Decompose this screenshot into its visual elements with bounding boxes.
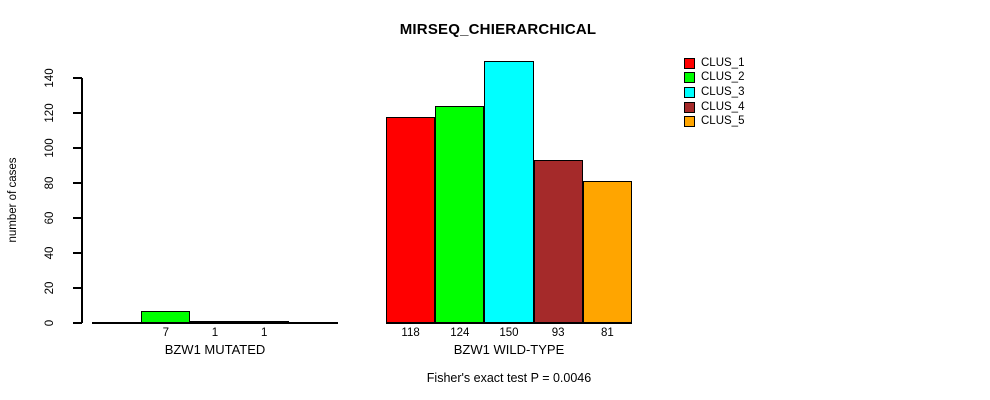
y-tick-label: 20 [44,281,56,295]
group-axis-label-wildtype: BZW1 WILD-TYPE [453,342,565,357]
bar-value-label: 118 [401,327,420,339]
chart-title: MIRSEQ_CHIERARCHICAL [399,21,597,38]
legend-entry: CLUS_4 [684,100,744,115]
bar-value-label: 93 [551,327,565,339]
bar-value-label: 1 [260,327,268,339]
y-tick-mark [73,287,82,289]
bar-value-label: 150 [499,327,519,339]
legend-entry-label: CLUS_4 [701,100,745,113]
bar-clus_3 [190,321,240,324]
bar-clus_2 [435,106,485,323]
legend-entry: CLUS_3 [684,85,744,100]
legend-swatch-clus_3 [684,86,695,98]
y-tick-mark [73,182,82,184]
y-tick-mark [73,77,82,79]
bar-clus_4 [239,321,289,324]
legend-swatch-clus_5 [684,116,695,128]
legend-entry: CLUS_2 [684,71,744,86]
y-tick-label: 120 [44,103,56,123]
y-tick-label: 100 [44,138,56,158]
y-tick-label: 0 [44,319,56,327]
y-tick-mark [73,147,82,149]
y-tick-label: 40 [44,246,56,260]
group-baseline [386,322,632,324]
y-tick-mark [73,252,82,254]
bar-clus_4 [533,160,583,323]
legend-entry-label: CLUS_3 [701,85,745,98]
y-tick-mark [73,217,82,219]
bar-value-label: 7 [162,327,169,339]
y-tick-label: 80 [44,176,56,190]
bar-clus_2 [141,310,191,323]
legend-swatch-clus_2 [684,72,695,84]
bar-clus_1 [386,116,436,323]
legend-entry-label: CLUS_1 [701,56,745,69]
y-tick-label: 140 [44,68,56,88]
bar-clus_5 [582,181,632,323]
legend-swatch-clus_4 [684,101,695,113]
y-axis-line [81,78,83,323]
bar-value-label: 124 [450,327,470,339]
legend-entry: CLUS_1 [684,56,744,71]
legend: CLUS_1 CLUS_2 CLUS_3 CLUS_4 CLUS_5 [684,56,744,129]
y-tick-label: 60 [44,211,56,225]
group-axis-label-mutated: BZW1 MUTATED [164,342,266,357]
legend-entry: CLUS_5 [684,114,744,129]
fisher-test-annotation: Fisher's exact test P = 0.0046 [426,371,592,385]
bar-value-label: 81 [600,327,614,339]
bar-value-label: 1 [211,327,219,339]
y-tick-mark [73,322,82,324]
y-axis-label: number of cases [7,157,19,243]
legend-swatch-clus_1 [684,57,695,69]
legend-entry-label: CLUS_5 [701,115,745,128]
legend-entry-label: CLUS_2 [701,71,745,84]
y-tick-mark [73,112,82,114]
bar-clus_3 [484,60,534,323]
